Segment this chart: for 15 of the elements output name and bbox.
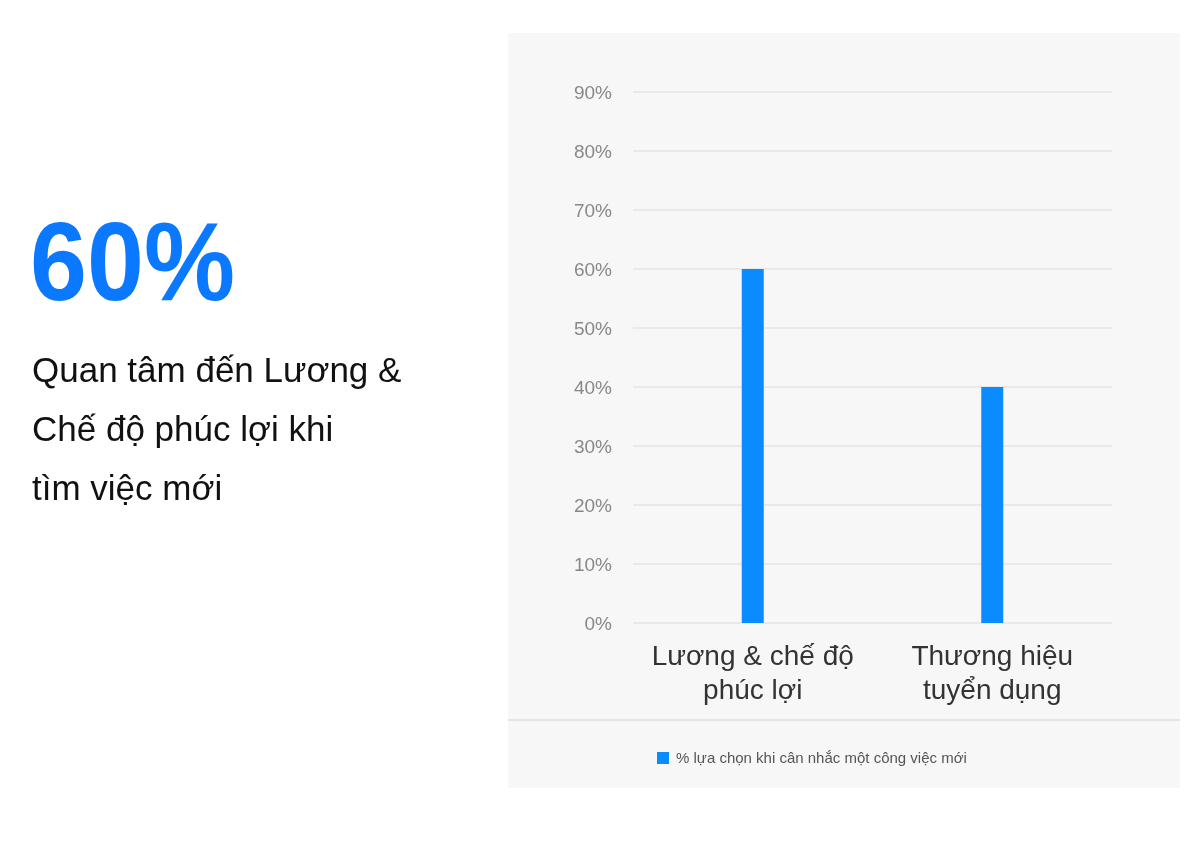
y-tick-label: 20% <box>573 494 613 516</box>
y-tick-label: 50% <box>573 317 613 339</box>
y-tick-label: 10% <box>573 553 613 575</box>
y-tick-label: 80% <box>573 140 613 162</box>
y-tick-label: 30% <box>573 435 613 457</box>
y-tick-label: 40% <box>573 376 613 398</box>
y-tick-label: 60% <box>573 258 613 280</box>
text: Quan tâm đến Lương & Chế độ phúc lợi khi tìm việc mới <box>32 350 402 507</box>
text: 60% <box>30 199 255 324</box>
legend-label: % lựa chọn khi cân nhắc một công việc mới <box>676 749 967 767</box>
y-tick-label: 90% <box>573 81 613 103</box>
x-tick-label: Thương hiệu tuyển dụng <box>911 640 1074 705</box>
y-tick-label: 0% <box>584 612 613 634</box>
x-tick-label: Lương & chế độ phúc lợi <box>651 640 854 705</box>
y-tick-label: 70% <box>573 199 613 221</box>
